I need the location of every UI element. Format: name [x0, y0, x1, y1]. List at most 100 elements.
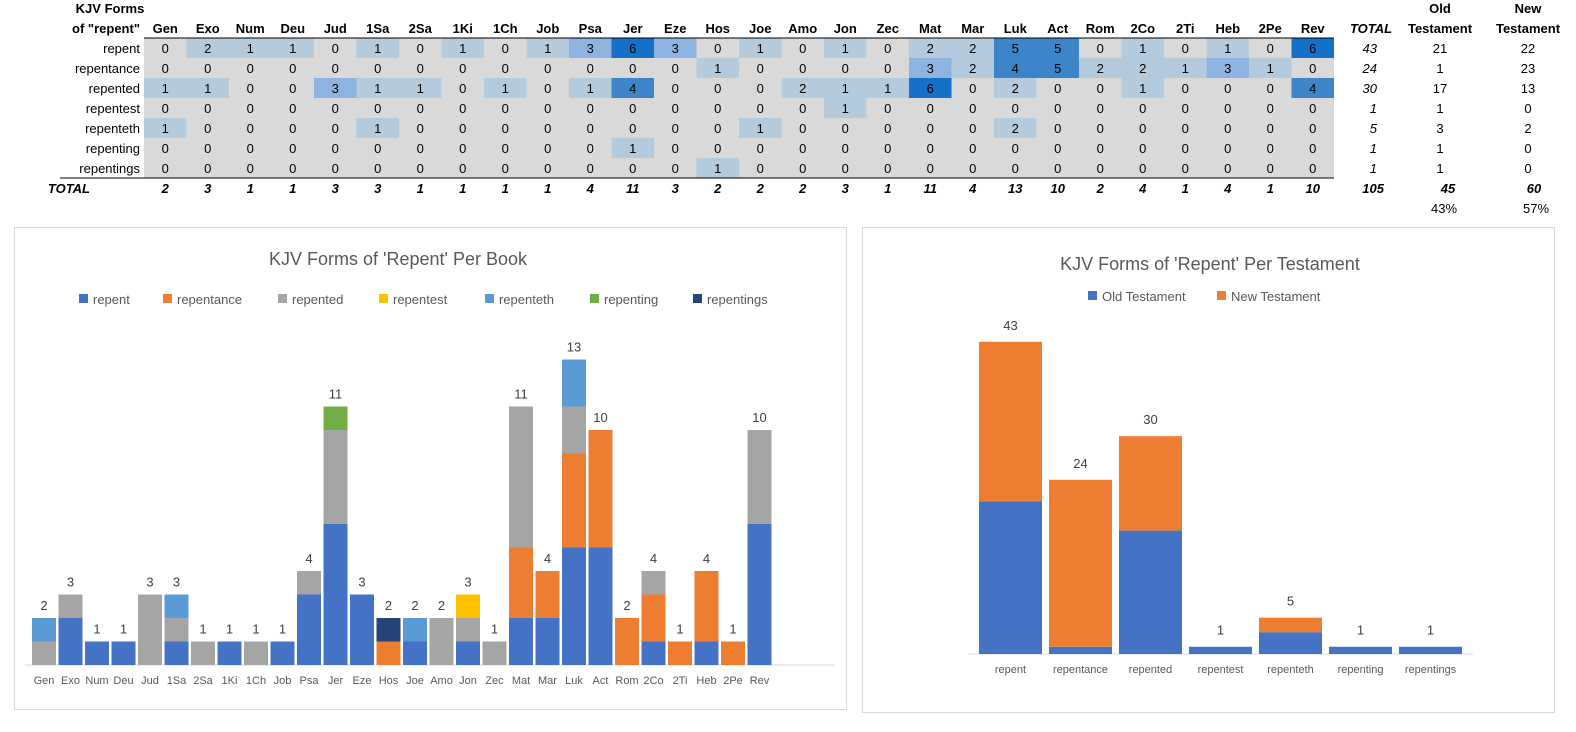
table-cell-bg: [186, 138, 229, 158]
table-cell: 0: [544, 121, 551, 136]
table-cell: 0: [629, 101, 636, 116]
table-cell-bg: [229, 158, 272, 178]
table-cell: 0: [969, 141, 976, 156]
table-cell-bg: [781, 118, 824, 138]
table-cell: 0: [842, 121, 849, 136]
table-cell: 2: [969, 41, 976, 56]
table-row-label: repentest: [86, 101, 141, 116]
table-col-total: 2: [798, 181, 807, 196]
table-cell: 0: [1097, 101, 1104, 116]
table-cell-bg: [654, 118, 697, 138]
table-cell-bg: [951, 98, 994, 118]
table-col-total: 1: [459, 181, 466, 196]
table-cell-bg: [526, 158, 569, 178]
table-row-nt: 22: [1521, 41, 1535, 56]
table-cell: 0: [799, 121, 806, 136]
table-cell: 0: [1054, 161, 1061, 176]
table-cell-bg: [1079, 58, 1122, 78]
x-tick-label: 2Ti: [673, 675, 688, 687]
table-col-total: 4: [968, 181, 977, 196]
table-cell: 0: [1224, 101, 1231, 116]
legend-item: repentings: [693, 292, 768, 307]
table-nt-percent: 57%: [1523, 201, 1549, 216]
table-col-total: 1: [289, 181, 296, 196]
table-cell: 1: [162, 81, 169, 96]
chart-title: KJV Forms of 'Repent' Per Testament: [1060, 254, 1360, 274]
data-label: 2: [40, 598, 47, 613]
x-tick-label: Zec: [485, 675, 504, 687]
table-cell-bg: [1249, 118, 1292, 138]
table-cell-bg: [654, 78, 697, 98]
bar-segment: [297, 571, 321, 595]
table-cell: 0: [502, 121, 509, 136]
table-row-label: repent: [103, 41, 140, 56]
legend-swatch: [278, 294, 287, 303]
x-tick-label: Gen: [34, 675, 55, 687]
bar-segment: [456, 618, 480, 642]
legend-item: repent: [79, 292, 130, 307]
table-col-total: 11: [626, 181, 640, 196]
data-label: 5: [1287, 594, 1294, 609]
legend-label: Old Testament: [1102, 289, 1186, 304]
table-cell: 0: [672, 141, 679, 156]
table-cell-bg: [144, 98, 187, 118]
table-cell: 1: [1139, 41, 1146, 56]
table-col-header: 1Sa: [366, 21, 390, 36]
data-label: 2: [623, 598, 630, 613]
bar-segment: [217, 641, 242, 665]
table-ot-header-1: Old: [1429, 1, 1451, 16]
table-cell-bg: [526, 38, 569, 58]
bar-segment: [1049, 479, 1112, 647]
table-cell-bg: [484, 158, 527, 178]
table-cell-bg: [824, 98, 867, 118]
table-cell-bg: [1206, 158, 1249, 178]
table-cell-bg: [229, 78, 272, 98]
x-tick-label: Act: [593, 675, 609, 687]
table-cell: 0: [289, 121, 296, 136]
table-cell: 2: [1139, 61, 1146, 76]
table-ot-header-2: Testament: [1408, 21, 1473, 36]
x-tick-label: 2Co: [643, 675, 663, 687]
table-cell: 0: [884, 161, 891, 176]
table-cell-bg: [1164, 58, 1207, 78]
table-cell: 1: [1267, 61, 1274, 76]
table-cell: 0: [1054, 141, 1061, 156]
table-cell: 0: [374, 61, 381, 76]
legend-item: repenting: [590, 292, 658, 307]
x-tick-label: Jer: [328, 675, 344, 687]
bar-segment: [403, 641, 427, 665]
table-cell: 1: [247, 41, 254, 56]
x-tick-label: Amo: [430, 675, 453, 687]
table-cell: 1: [842, 101, 849, 116]
bar-segment: [1399, 646, 1462, 654]
table-cell: 0: [204, 161, 211, 176]
table-cell: 0: [927, 101, 934, 116]
data-label: 11: [514, 387, 528, 402]
table-cell-bg: [399, 158, 442, 178]
table-col-total: 4: [1138, 181, 1147, 196]
table-cell: 1: [1139, 81, 1146, 96]
bar-segment: [456, 594, 480, 618]
table-cell-bg: [356, 38, 399, 58]
bar-segment: [138, 594, 162, 665]
bar-segment: [403, 618, 427, 642]
table-grand-total: 105: [1362, 181, 1384, 196]
table-cell: 0: [927, 121, 934, 136]
table-cell: 1: [842, 81, 849, 96]
table-cell: 0: [714, 141, 721, 156]
table-cell: 0: [332, 101, 339, 116]
bar-segment: [535, 618, 560, 665]
x-tick-label: Psa: [300, 675, 320, 687]
table-cell-bg: [1206, 118, 1249, 138]
table-cell-bg: [144, 78, 187, 98]
table-cell: 0: [757, 61, 764, 76]
table-cell-bg: [739, 58, 782, 78]
table-cell-bg: [271, 58, 314, 78]
table-cell: 0: [757, 101, 764, 116]
table-cell: 0: [459, 101, 466, 116]
table-cell-bg: [994, 78, 1037, 98]
table-col-header: Jer: [623, 21, 643, 36]
data-label: 3: [146, 575, 153, 590]
table-cell: 0: [417, 141, 424, 156]
table-cell: 0: [332, 141, 339, 156]
